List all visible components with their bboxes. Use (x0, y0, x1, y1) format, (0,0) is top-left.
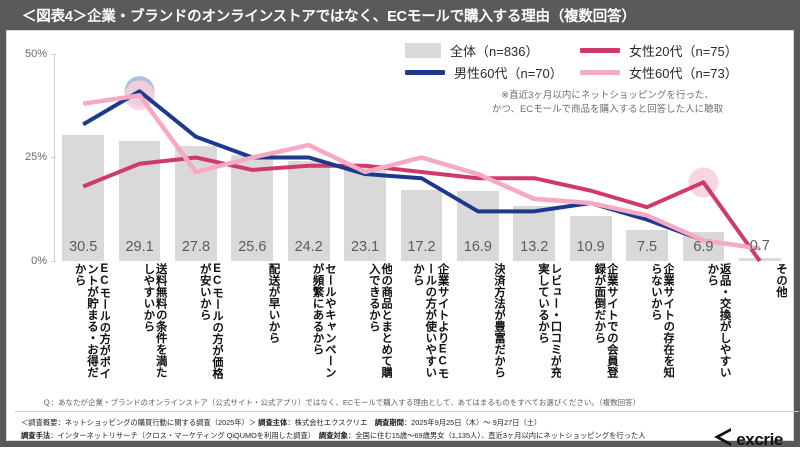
footer-survey-overview: ＜調査概要：ネットショッピングの購買行動に関する調査（2025年）＞ (21, 418, 259, 427)
x-axis-label-9: 企業サイトでの会員登録が面倒だから (593, 263, 618, 378)
x-axis-label-4: セールやキャンペーンが頻繁にあるから (311, 263, 336, 378)
legend-note-line1: ※直近3ヶ月以内にネットショッピングを行った、 (501, 90, 714, 101)
x-axis-label-1: 送料無料の条件を満たしやすいから (142, 263, 167, 378)
x-axis-label-11: 返品・交換がしやすいから (706, 263, 731, 378)
chart-title-bar: ＜図表4＞企業・ブランドのオンラインストアではなく、ECモールで購入する理由（複… (0, 0, 800, 30)
line-女性60代（n=73） (82, 93, 761, 251)
brand-logo-text: excrie (736, 429, 783, 449)
bar-5 (344, 165, 386, 261)
legend-item-m60[interactable]: 男性60代（n=70） (405, 63, 580, 82)
x-axis-label-8: レビュー・口コミが充実しているから (537, 263, 562, 378)
y-axis-label-0: 0% (31, 255, 47, 267)
bar-2 (175, 145, 217, 261)
x-axis-labels: ECモールの方がポイントが貯まる・お得だから 送料無料の条件を満たしやすいから EC… (55, 263, 788, 391)
bar-series-total (55, 54, 788, 261)
y-tick-50 (51, 54, 56, 55)
footer-line-2: 調査手法：インターネットリサーチ（クロス・マーケティング QiQUMOを利用した… (21, 429, 711, 442)
x-axis-label-12: その他 (774, 263, 787, 298)
legend-item-total[interactable]: 全体（n=836） (405, 41, 580, 60)
legend-swatch-line-f60-icon (580, 69, 620, 75)
footer-value-method: ：インターネットリサーチ（クロス・マーケティング QiQUMOを利用した調査） (50, 431, 319, 441)
x-axis-label-3: 配送が早いから (267, 263, 280, 344)
plot-area: 50% 25% 0% 30.5 29.1 27.8 25.6 24.2 23.1 17.2 1… (7, 31, 795, 442)
bar-6 (400, 189, 443, 261)
footer-label-method: 調査手法 (21, 431, 51, 441)
brand-logo: excrie (711, 427, 783, 452)
legend-row-1: 全体（n=836） 女性20代（n=75） (405, 39, 790, 61)
x-axis-label-5: 他の商品とまとめて購入できるから (367, 263, 393, 378)
footer-value-subject: ：株式会社エクスクリエ (287, 418, 375, 427)
legend-label-total: 全体（n=836） (450, 43, 539, 59)
footer-line-1: ＜調査概要：ネットショッピングの購買行動に関する調査（2025年）＞ 調査主体：… (21, 416, 711, 429)
y-tick-0 (51, 261, 56, 262)
line-series-layer (82, 76, 762, 263)
legend-item-f20[interactable]: 女性20代（n=75） (580, 41, 738, 60)
y-axis-label-50: 50% (24, 48, 47, 60)
x-axis-label-7: 決済方法が豊富だから (493, 263, 506, 378)
x-axis-label-6: 企業サイトよりECモールの方が使いやすいから (411, 263, 449, 379)
y-tick-25 (51, 157, 56, 158)
excrie-mark-icon (711, 427, 733, 452)
legend-swatch-bar-icon (405, 42, 441, 58)
question-text: Ｑ：あなたが企業・ブランドのオンラインストア（公式サイト・公式アプリ）ではなく、… (43, 398, 641, 407)
line-男性60代（n=70） (82, 89, 761, 251)
legend-label-m60: 男性60代（n=70） (454, 65, 563, 81)
chart-card: 50% 25% 0% 30.5 29.1 27.8 25.6 24.2 23.1 17.2 1… (6, 30, 799, 449)
x-axis-label-2: ECモールの方が価格が安いから (198, 263, 224, 379)
bar-8 (513, 206, 556, 261)
legend-label-f20: 女性20代（n=75） (629, 43, 738, 59)
line-女性20代（n=75） (82, 155, 762, 263)
x-axis-label-0: ECモールの方がポイントが貯まる・お得だから (73, 263, 111, 379)
legend-note-line2: かつ、ECモールで商品を購入すると回答した人に聴取 (491, 103, 724, 115)
bar-0 (62, 134, 105, 261)
legend-note: ※直近3ヶ月以内にネットショッピングを行った、 かつ、ECモールで商品を購入する… (425, 89, 790, 117)
legend-swatch-line-f20-icon (580, 47, 620, 53)
bar-10 (626, 229, 668, 261)
legend-label-f60: 女性60代（n=73） (629, 65, 738, 81)
chart-legend: 全体（n=836） 女性20代（n=75） 男性60代（n=70） 女性60代（… (405, 39, 790, 99)
footer-label-target: 調査対象 (318, 431, 348, 441)
footer-divider (15, 411, 799, 412)
footer-text: ＜調査概要：ネットショッピングの購買行動に関する調査（2025年）＞ 調査主体：… (21, 416, 711, 443)
legend-item-f60[interactable]: 女性60代（n=73） (580, 63, 738, 82)
legend-row-2: 男性60代（n=70） 女性60代（n=73） (405, 61, 790, 83)
legend-swatch-line-m60-icon (405, 69, 445, 75)
bar-3 (231, 155, 274, 261)
page-title: ＜図表4＞企業・ブランドのオンラインストアではなく、ECモールで購入する理由（複… (22, 8, 636, 25)
footer-value-period: ：2025年9月25日（木）～ 9月27日（土） (403, 418, 542, 427)
footer-label-subject: 調査主体 (258, 418, 288, 427)
y-axis-label-25: 25% (24, 151, 47, 163)
bar-9 (569, 215, 612, 261)
footer-label-period: 調査期間 (374, 418, 404, 427)
x-axis-label-10: 企業サイトの存在を知らないから (649, 263, 675, 378)
footer-value-target: ：全国に住む15歳～69歳男女（1,135人）、直近3ヶ月以内にネットショッピン… (347, 431, 646, 441)
bar-4 (287, 160, 330, 261)
